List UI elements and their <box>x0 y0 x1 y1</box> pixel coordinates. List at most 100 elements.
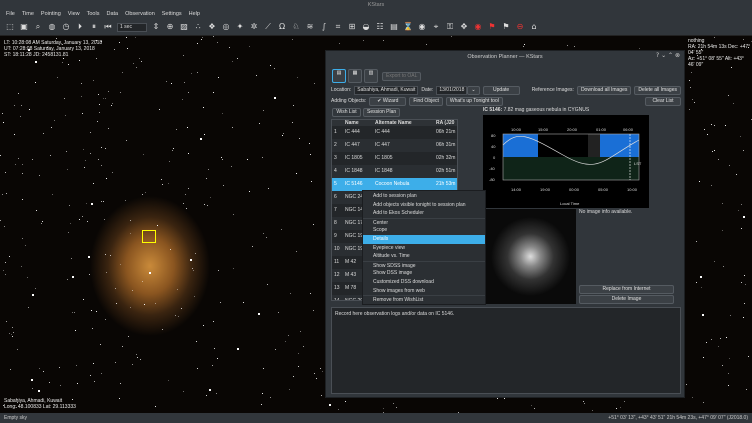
star <box>310 153 312 155</box>
table-row[interactable]: 2 IC 447 IC 447 06h 31m <box>332 139 457 152</box>
table-row[interactable]: 3 IC 1805 IC 1805 02h 32m <box>332 152 457 165</box>
zoom-fit-icon[interactable]: ⬚ <box>6 22 14 31</box>
milky-way-icon[interactable]: ≋ <box>306 22 314 31</box>
flag-red-icon[interactable]: ⚑ <box>488 22 496 31</box>
star <box>257 313 260 316</box>
table-row[interactable]: 11 M 42 <box>332 256 457 269</box>
constellation-icon[interactable]: ✲ <box>250 22 258 31</box>
star <box>35 210 37 212</box>
stars-icon[interactable]: ∴ <box>195 22 201 31</box>
flag-icon[interactable]: ⚑ <box>502 22 510 31</box>
menu-pointing[interactable]: Pointing <box>40 11 61 17</box>
context-menu-item[interactable]: Show DSS image <box>373 270 413 277</box>
dialog-controls[interactable]: ? ⌄ ⌃ ⊗ <box>656 52 680 59</box>
location-field[interactable]: Sabahiya, Ahmadi, Kuwait <box>354 86 419 95</box>
menu-data[interactable]: Data <box>106 11 119 17</box>
context-menu-item[interactable]: Scope <box>373 227 388 234</box>
context-menu-item[interactable]: Add to Ekos Scheduler <box>373 210 424 217</box>
image-icon[interactable]: ▨ <box>180 22 188 31</box>
star <box>252 245 254 247</box>
pause-icon[interactable]: ⏸ <box>92 22 96 31</box>
target-icon[interactable]: ⌖ <box>433 22 439 31</box>
table-cell: 21h 53m <box>436 181 456 187</box>
record-icon[interactable]: ◉ <box>474 22 482 31</box>
lines-icon[interactable]: ⟋ <box>265 22 271 31</box>
menu-help[interactable]: Help <box>188 11 200 17</box>
equatorial-grid-icon[interactable]: ⊞ <box>348 22 356 31</box>
context-menu-item[interactable]: Eyepiece view <box>373 244 405 251</box>
eye-icon[interactable]: ◉ <box>418 22 426 31</box>
menu-tools[interactable]: Tools <box>86 11 100 17</box>
observing-icon[interactable]: ⌛ <box>403 22 413 31</box>
play-icon[interactable]: ⏵ <box>78 22 82 31</box>
context-menu-item[interactable]: Center <box>363 217 485 227</box>
download-all-button[interactable]: Download all Images <box>576 86 632 95</box>
context-menu-item[interactable]: Remove from WishList <box>363 295 485 304</box>
step-icon[interactable]: ⏮ <box>104 22 112 31</box>
dome-icon[interactable]: ⌂ <box>531 22 537 31</box>
stepper-icon[interactable]: ⇕ <box>152 22 160 31</box>
date-field[interactable]: 13/01/2018 <box>436 86 468 95</box>
menu-time[interactable]: Time <box>21 11 34 17</box>
flags-list-icon[interactable]: ☷ <box>376 22 384 31</box>
zoom-box-icon[interactable]: ▣ <box>20 22 28 31</box>
crosshair-icon[interactable]: ⊕ <box>166 22 174 31</box>
horizon-icon[interactable]: ∫ <box>321 22 327 31</box>
context-menu-item[interactable]: Show SDSS image <box>363 260 485 270</box>
star-icon[interactable]: ✦ <box>236 22 244 31</box>
names-icon[interactable]: Ω <box>278 22 286 31</box>
print-icon[interactable]: ▥ <box>364 69 378 83</box>
delete-image-button[interactable]: Delete Image <box>579 295 674 304</box>
export-oal-button[interactable]: Export to OAL <box>382 72 422 81</box>
star <box>90 203 93 206</box>
star <box>113 48 115 50</box>
move-icon[interactable]: ✥ <box>460 22 468 31</box>
ground-icon[interactable]: ◒ <box>362 22 370 31</box>
save-icon[interactable]: ▦ <box>348 69 362 83</box>
menu-file[interactable]: File <box>6 11 15 17</box>
table-row[interactable]: 4 IC 1848 IC 1848 02h 51m <box>332 165 457 178</box>
star <box>710 124 712 126</box>
menu-observation[interactable]: Observation <box>125 11 155 17</box>
context-menu-item[interactable]: Add objects visible tonight to session p… <box>373 201 466 208</box>
whats-up-tonight-button[interactable]: What's up Tonight tool <box>445 97 503 106</box>
lock-icon[interactable]: ⚿ <box>446 22 454 31</box>
tab-wish-list[interactable]: Wish List <box>332 108 361 117</box>
galaxy-icon[interactable]: ◎ <box>222 22 230 31</box>
notes-textarea[interactable]: Record here observation logs and/or data… <box>331 307 681 394</box>
open-icon[interactable]: ▤ <box>332 69 346 83</box>
table-row[interactable]: 5 IC 5146 Cocoon Nebula 21h 53m <box>332 178 457 191</box>
menu-settings[interactable]: Settings <box>161 11 182 17</box>
context-menu-item[interactable]: Details <box>363 234 485 244</box>
table-row[interactable]: 13 M 78 <box>332 282 457 295</box>
wizard-button[interactable]: ✔ Wizard <box>369 97 407 106</box>
clear-list-button[interactable]: Clear List <box>645 97 681 106</box>
save-icon[interactable]: ▤ <box>390 22 398 31</box>
menu-view[interactable]: View <box>67 11 80 17</box>
table-row[interactable]: 1 IC 444 IC 444 06h 21m <box>332 126 457 139</box>
table-row[interactable]: 7 NGC 14 <box>332 204 457 217</box>
figures-icon[interactable]: ♘ <box>292 22 300 31</box>
star <box>27 276 29 278</box>
table-row[interactable]: 9 NGC 19 <box>332 230 457 243</box>
replace-from-internet-button[interactable]: Replace from Internet <box>579 285 674 294</box>
context-menu-item[interactable]: Customized DSS download <box>373 278 434 285</box>
time-step-field[interactable]: 1 sec <box>117 22 147 32</box>
context-menu-item[interactable]: Altitude vs. Time <box>373 253 410 260</box>
globe-icon[interactable]: ◍ <box>48 22 56 31</box>
object-info: IC 5146: 7.82 mag gaseous nebula in CYGN… <box>483 107 590 113</box>
context-menu-item[interactable]: Show images from web <box>373 287 425 294</box>
date-dropdown[interactable]: ⌄ <box>467 86 480 95</box>
delete-all-button[interactable]: Delete all Images <box>634 86 681 95</box>
grid-icon[interactable]: ⌗ <box>335 22 341 31</box>
clock-icon[interactable]: ◷ <box>62 22 70 31</box>
update-button[interactable]: Update <box>482 86 520 95</box>
context-menu-item[interactable]: Add to session plan <box>373 193 417 199</box>
star <box>690 87 692 89</box>
stop-icon[interactable]: ⊖ <box>516 22 524 31</box>
find-object-button[interactable]: Find Object <box>409 97 443 106</box>
search-icon[interactable]: ⌕ <box>35 22 41 31</box>
deep-sky-icon[interactable]: ❖ <box>208 22 216 31</box>
tab-session-plan[interactable]: Session Plan <box>363 108 400 117</box>
table-cell: 3 <box>334 155 337 161</box>
